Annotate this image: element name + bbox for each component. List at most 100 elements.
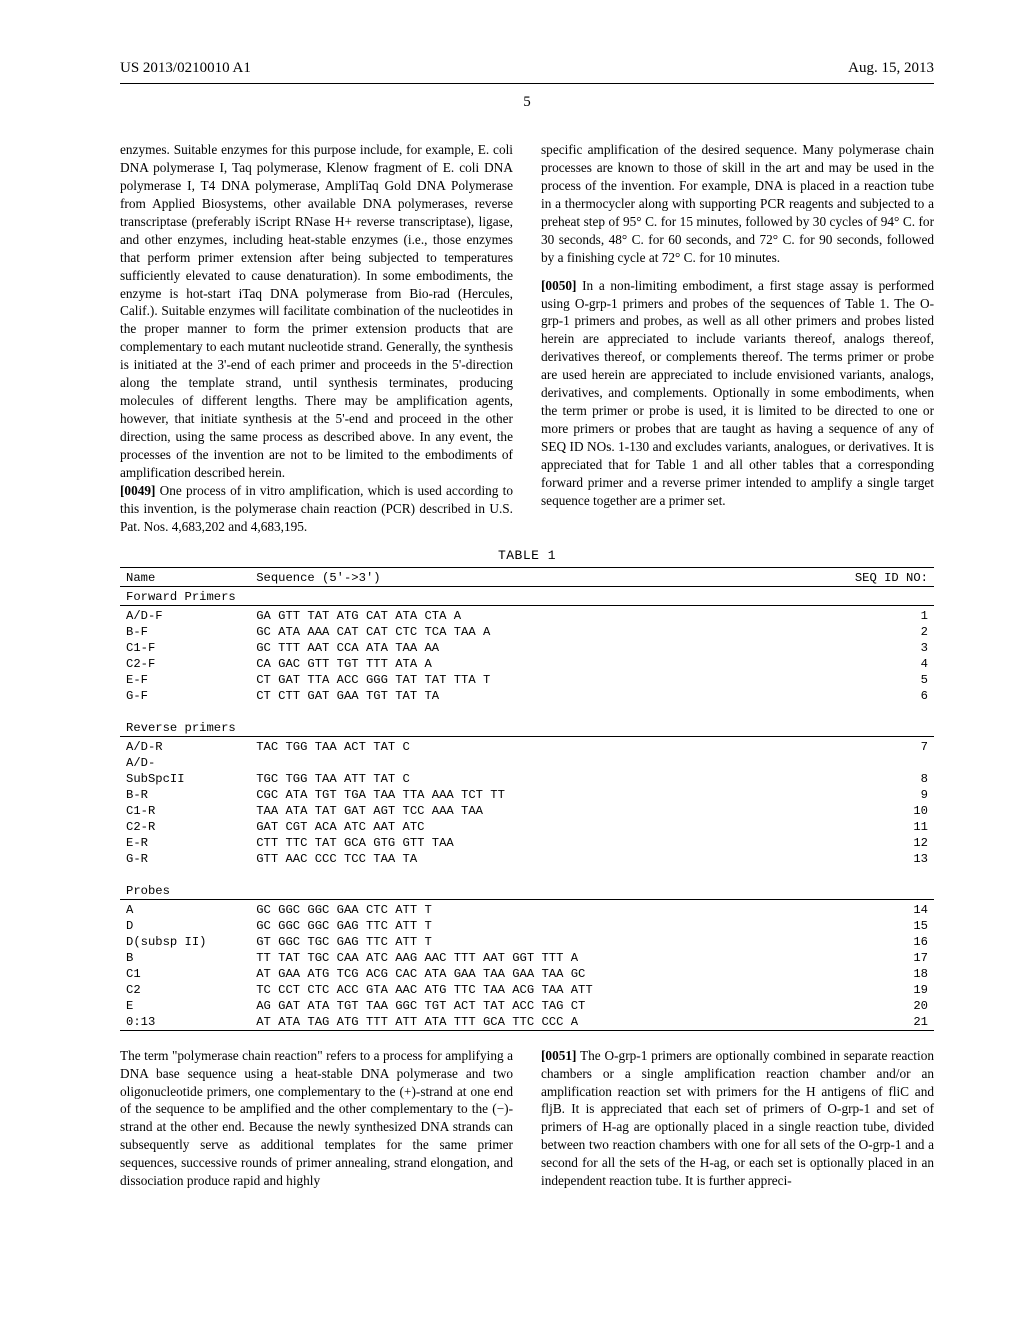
cell-name: 0:13 xyxy=(120,1014,250,1031)
table-row: C2-FCA GAC GTT TGT TTT ATA A4 xyxy=(120,656,934,672)
cell-seqid: 1 xyxy=(836,608,934,624)
cell-seqid: 16 xyxy=(836,934,934,950)
cell-seqid: 3 xyxy=(836,640,934,656)
page-number: 5 xyxy=(120,94,934,111)
cell-name: E-F xyxy=(120,672,250,688)
cell-seqid: 20 xyxy=(836,998,934,1014)
paragraph: specific amplification of the desired se… xyxy=(541,141,934,267)
page: US 2013/0210010 A1 Aug. 15, 2013 5 enzym… xyxy=(0,0,1024,1320)
cell-name: A/D- xyxy=(120,755,250,771)
table-row: C1-RTAA ATA TAT GAT AGT TCC AAA TAA10 xyxy=(120,803,934,819)
bottom-columns: The term "polymerase chain reaction" ref… xyxy=(120,1047,934,1191)
table-row: BTT TAT TGC CAA ATC AAG AAC TTT AAT GGT … xyxy=(120,950,934,966)
table-row: E-RCTT TTC TAT GCA GTG GTT TAA12 xyxy=(120,835,934,851)
th-seqid: SEQ ID NO: xyxy=(836,570,934,587)
cell-seq: TT TAT TGC CAA ATC AAG AAC TTT AAT GGT T… xyxy=(250,950,836,966)
cell-seqid: 9 xyxy=(836,787,934,803)
cell-name: A/D-R xyxy=(120,739,250,755)
column-left: enzymes. Suitable enzymes for this purpo… xyxy=(120,141,513,536)
th-seq: Sequence (5'->3') xyxy=(250,570,836,587)
para-text: The O-grp-1 primers are optionally combi… xyxy=(541,1048,934,1189)
section-title: Reverse primers xyxy=(120,720,934,737)
cell-seqid: 15 xyxy=(836,918,934,934)
cell-seqid: 18 xyxy=(836,966,934,982)
cell-seq: CTT TTC TAT GCA GTG GTT TAA xyxy=(250,835,836,851)
cell-seqid: 21 xyxy=(836,1014,934,1031)
paragraph: [0051] The O-grp-1 primers are optionall… xyxy=(541,1047,934,1191)
table-row: A/D-FGA GTT TAT ATG CAT ATA CTA A1 xyxy=(120,608,934,624)
cell-seqid: 2 xyxy=(836,624,934,640)
cell-seqid: 13 xyxy=(836,851,934,867)
cell-seq: GTT AAC CCC TCC TAA TA xyxy=(250,851,836,867)
cell-name: C2-R xyxy=(120,819,250,835)
column-right: specific amplification of the desired se… xyxy=(541,141,934,536)
pub-number: US 2013/0210010 A1 xyxy=(120,60,251,77)
th-name: Name xyxy=(120,570,250,587)
cell-seqid: 11 xyxy=(836,819,934,835)
cell-seq: AG GAT ATA TGT TAA GGC TGT ACT TAT ACC T… xyxy=(250,998,836,1014)
cell-name: B xyxy=(120,950,250,966)
table-row: C1-FGC TTT AAT CCA ATA TAA AA3 xyxy=(120,640,934,656)
cell-name: C1-R xyxy=(120,803,250,819)
cell-seqid: 19 xyxy=(836,982,934,998)
para-number: [0050] xyxy=(541,278,576,293)
pub-date: Aug. 15, 2013 xyxy=(848,60,934,77)
para-text: One process of in vitro amplification, w… xyxy=(120,483,513,534)
cell-seqid: 12 xyxy=(836,835,934,851)
para-number: [0051] xyxy=(541,1048,576,1063)
cell-name: D(subsp II) xyxy=(120,934,250,950)
cell-seqid: 4 xyxy=(836,656,934,672)
cell-seqid: 5 xyxy=(836,672,934,688)
cell-seq: GAT CGT ACA ATC AAT ATC xyxy=(250,819,836,835)
cell-name: E-R xyxy=(120,835,250,851)
table-row: A/D- xyxy=(120,755,934,771)
table-row: C2-RGAT CGT ACA ATC AAT ATC11 xyxy=(120,819,934,835)
cell-seq: TAC TGG TAA ACT TAT C xyxy=(250,739,836,755)
para-text: In a non-limiting embodiment, a first st… xyxy=(541,278,934,508)
cell-seq: TAA ATA TAT GAT AGT TCC AAA TAA xyxy=(250,803,836,819)
column-right-bottom: [0051] The O-grp-1 primers are optionall… xyxy=(541,1047,934,1191)
page-header: US 2013/0210010 A1 Aug. 15, 2013 xyxy=(120,60,934,77)
top-columns: enzymes. Suitable enzymes for this purpo… xyxy=(120,141,934,536)
cell-seq: GC ATA AAA CAT CAT CTC TCA TAA A xyxy=(250,624,836,640)
table-row: DGC GGC GGC GAG TTC ATT T15 xyxy=(120,918,934,934)
table-row: B-RCGC ATA TGT TGA TAA TTA AAA TCT TT9 xyxy=(120,787,934,803)
cell-seq: AT ATA TAG ATG TTT ATT ATA TTT GCA TTC C… xyxy=(250,1014,836,1031)
cell-name: E xyxy=(120,998,250,1014)
cell-seqid: 7 xyxy=(836,739,934,755)
table-row: C2TC CCT CTC ACC GTA AAC ATG TTC TAA ACG… xyxy=(120,982,934,998)
table-row: B-FGC ATA AAA CAT CAT CTC TCA TAA A2 xyxy=(120,624,934,640)
table-row: A/D-RTAC TGG TAA ACT TAT C7 xyxy=(120,739,934,755)
table-row: G-RGTT AAC CCC TCC TAA TA13 xyxy=(120,851,934,867)
table-row: E-FCT GAT TTA ACC GGG TAT TAT TTA T5 xyxy=(120,672,934,688)
cell-name: B-F xyxy=(120,624,250,640)
para-number: [0049] xyxy=(120,483,155,498)
table-row: EAG GAT ATA TGT TAA GGC TGT ACT TAT ACC … xyxy=(120,998,934,1014)
cell-name: C1 xyxy=(120,966,250,982)
cell-seqid: 14 xyxy=(836,902,934,918)
cell-name: G-F xyxy=(120,688,250,704)
cell-name: G-R xyxy=(120,851,250,867)
cell-name: C1-F xyxy=(120,640,250,656)
cell-seqid xyxy=(836,755,934,771)
table-row: 0:13AT ATA TAG ATG TTT ATT ATA TTT GCA T… xyxy=(120,1014,934,1031)
cell-seq: TGC TGG TAA ATT TAT C xyxy=(250,771,836,787)
cell-name: A/D-F xyxy=(120,608,250,624)
table-row: AGC GGC GGC GAA CTC ATT T14 xyxy=(120,902,934,918)
table-row: C1AT GAA ATG TCG ACG CAC ATA GAA TAA GAA… xyxy=(120,966,934,982)
table-row: G-FCT CTT GAT GAA TGT TAT TA6 xyxy=(120,688,934,704)
cell-seqid: 6 xyxy=(836,688,934,704)
section-title: Forward Primers xyxy=(120,589,934,606)
cell-seq: GT GGC TGC GAG TTC ATT T xyxy=(250,934,836,950)
cell-name: SubSpcII xyxy=(120,771,250,787)
cell-seq: GC TTT AAT CCA ATA TAA AA xyxy=(250,640,836,656)
cell-seqid: 10 xyxy=(836,803,934,819)
cell-name: B-R xyxy=(120,787,250,803)
cell-seqid: 17 xyxy=(836,950,934,966)
table-1: TABLE 1 NameSequence (5'->3')SEQ ID NO:F… xyxy=(120,548,934,1033)
table-row: SubSpcIITGC TGG TAA ATT TAT C8 xyxy=(120,771,934,787)
table-row: D(subsp II)GT GGC TGC GAG TTC ATT T16 xyxy=(120,934,934,950)
cell-seq: CGC ATA TGT TGA TAA TTA AAA TCT TT xyxy=(250,787,836,803)
cell-seq: AT GAA ATG TCG ACG CAC ATA GAA TAA GAA T… xyxy=(250,966,836,982)
cell-seq: CT CTT GAT GAA TGT TAT TA xyxy=(250,688,836,704)
